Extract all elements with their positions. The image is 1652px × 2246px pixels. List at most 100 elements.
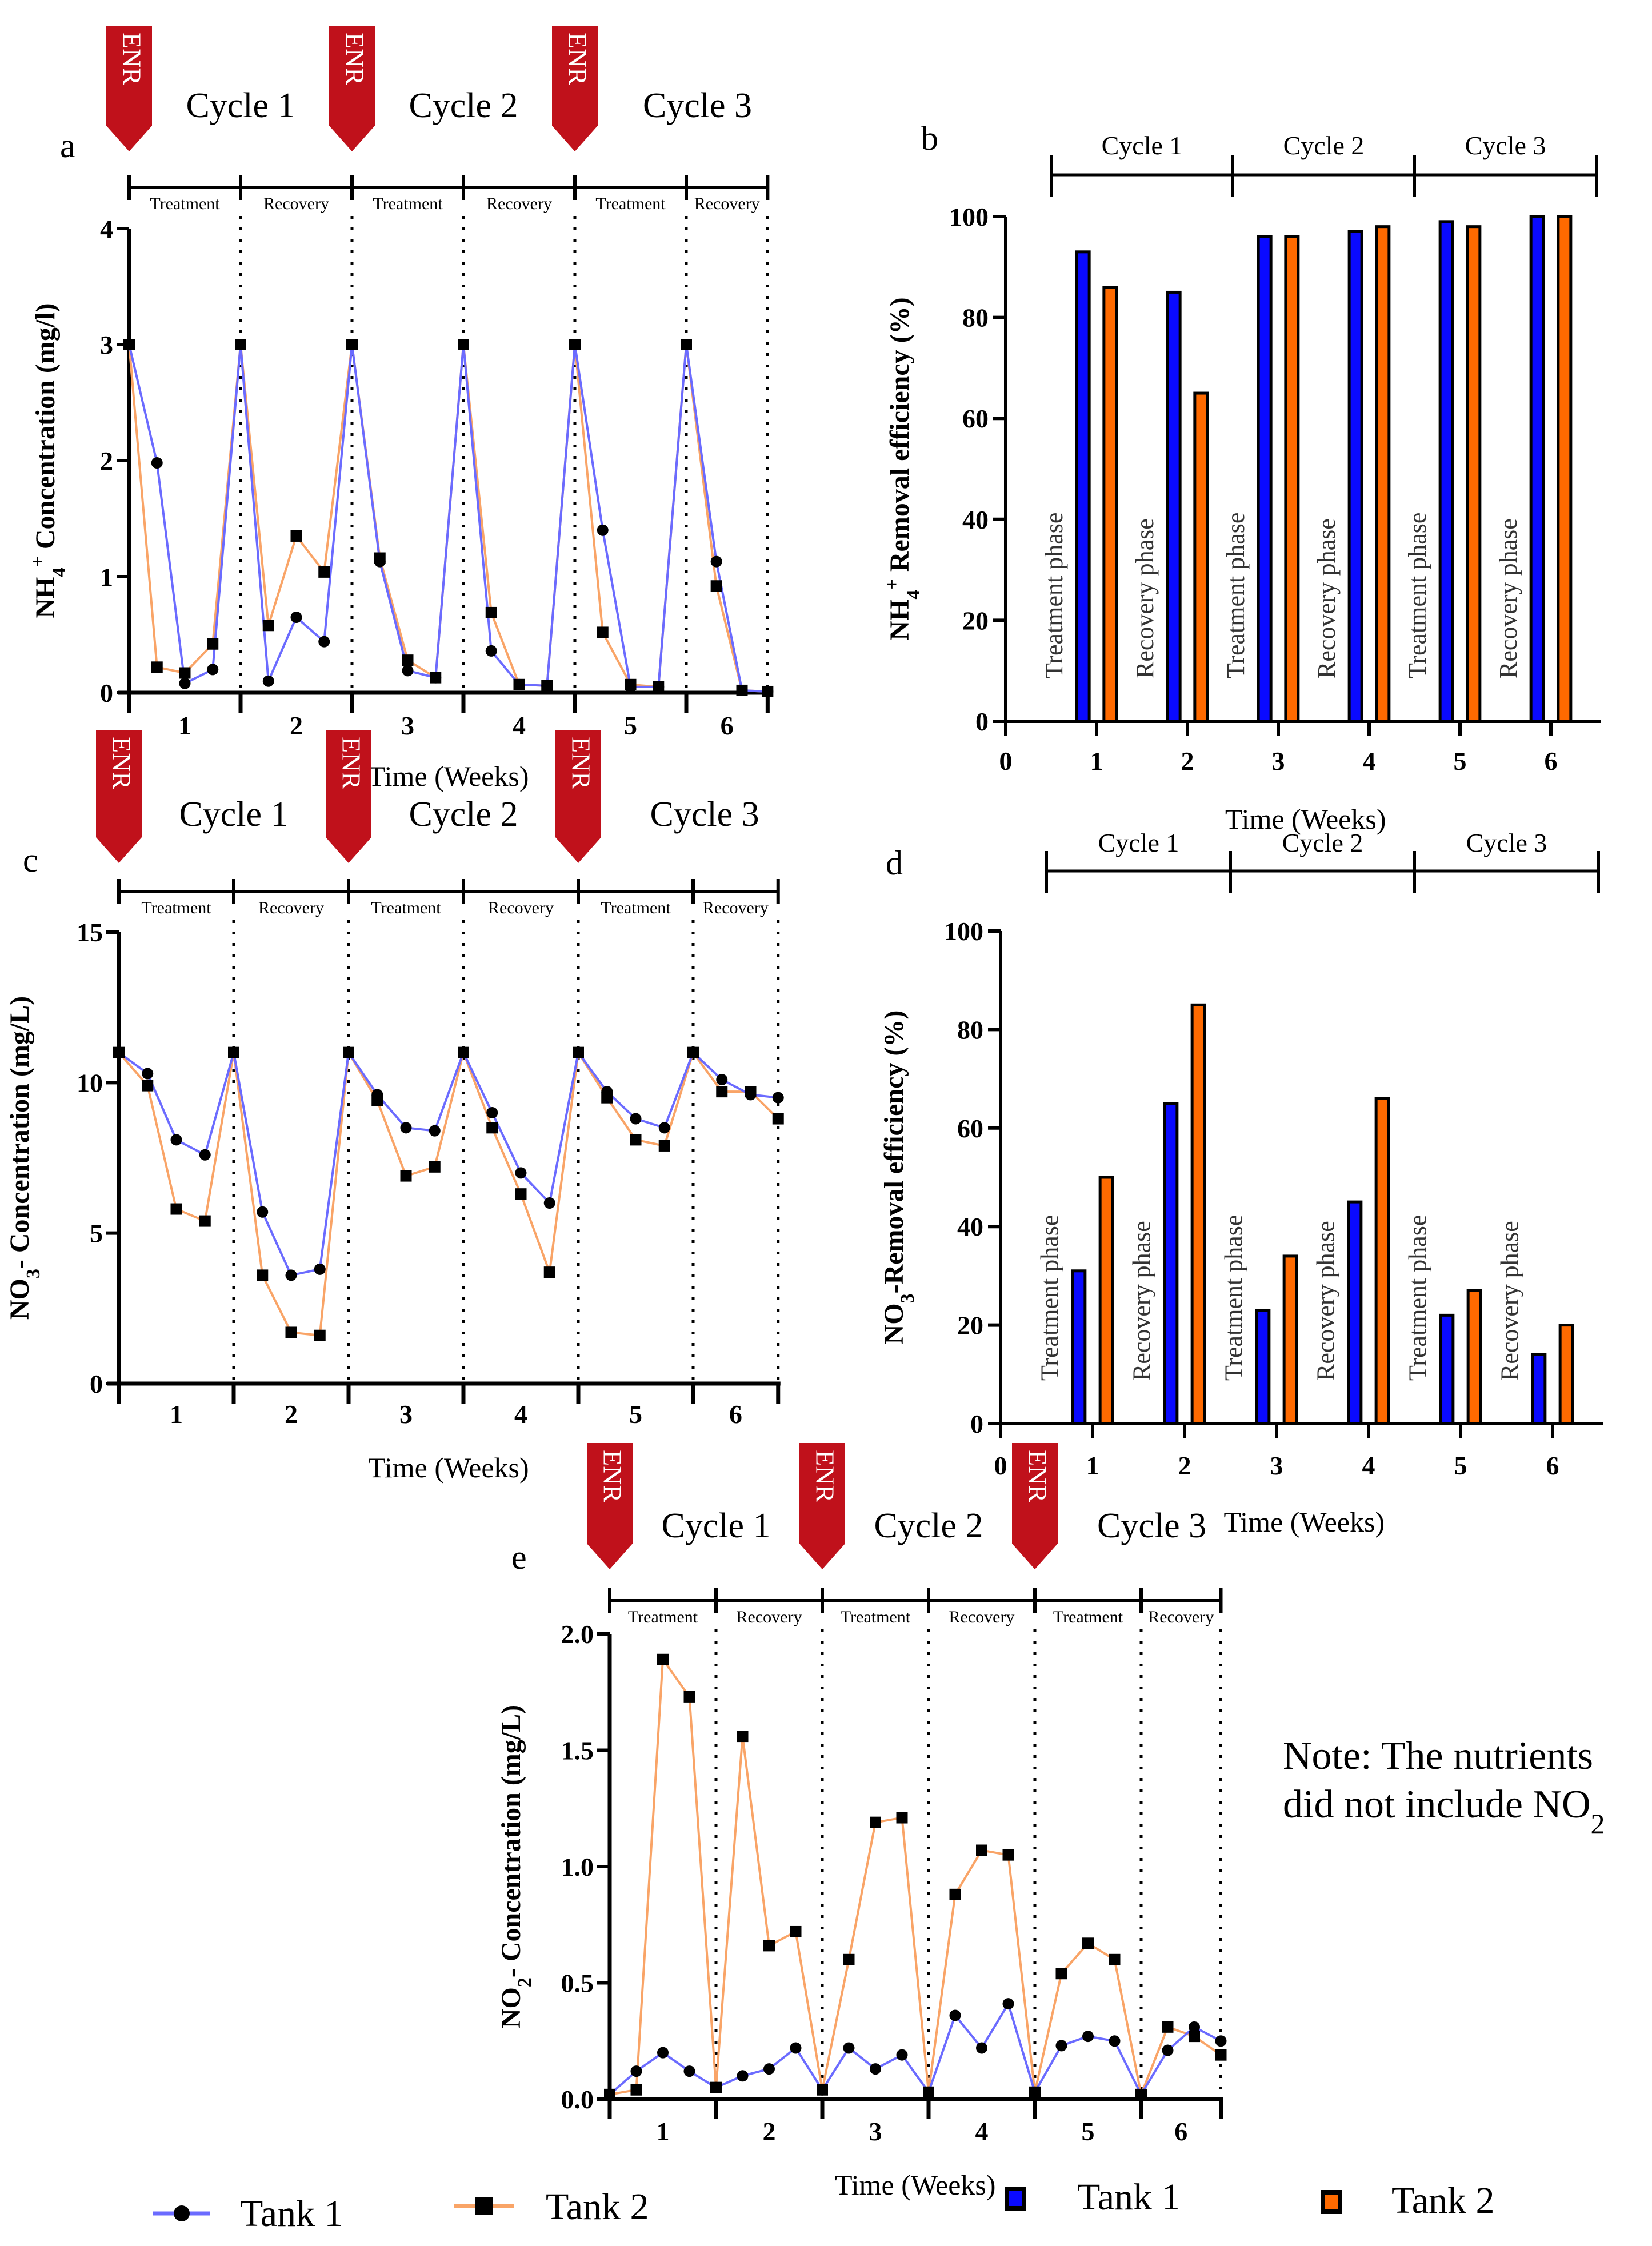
data-point-tank2: [1109, 1953, 1121, 1965]
data-point-tank1: [870, 2063, 881, 2075]
y-axis-title-part: Removal efficiency (%): [885, 297, 915, 578]
y-tick-label: 0: [90, 1369, 103, 1398]
data-point-tank2: [658, 1140, 670, 1152]
cycle-label: Cycle 2: [409, 795, 518, 834]
x-tick-label: 5: [1082, 2117, 1095, 2146]
data-point-tank2: [113, 1046, 125, 1058]
enr-badge: ENR: [555, 730, 601, 863]
bar-tank2: [1466, 225, 1482, 723]
enr-arrow-icon: [106, 26, 152, 151]
data-point-tank1: [1002, 1998, 1014, 2010]
data-point-tank1: [400, 1122, 412, 1134]
enr-badge: ENR: [552, 26, 598, 151]
data-point-tank2: [400, 1170, 412, 1182]
y-axis-title-part: - Concentration (mg/L): [5, 996, 35, 1269]
bar-tank1: [1075, 250, 1091, 723]
legend-blue-swatch-icon: [1005, 2187, 1026, 2211]
y-axis-title-part: 2: [514, 1977, 535, 1987]
data-point-tank2: [601, 1092, 613, 1104]
data-point-tank2: [285, 1326, 297, 1338]
legend-item-line-tank1: Tank 1: [153, 2193, 343, 2235]
y-tick-label: 1.0: [561, 1852, 594, 1881]
data-point-tank2: [710, 2081, 722, 2093]
phase-label: Treatment: [1053, 1608, 1123, 1626]
data-point-tank1: [402, 665, 414, 677]
cycle-label: Cycle 2: [1282, 828, 1363, 857]
data-point-tank2: [290, 530, 302, 542]
data-point-tank1: [716, 1074, 728, 1086]
bar-tank1: [1347, 230, 1363, 723]
x-tick-label: 5: [629, 1400, 642, 1429]
y-tick-label: 0.5: [561, 1969, 594, 1998]
data-point-tank2: [710, 580, 722, 592]
enr-badge: ENR: [96, 730, 142, 863]
y-axis-title-part: -Removal efficiency (%): [879, 1010, 909, 1294]
y-tick-label: 60: [957, 1114, 983, 1143]
data-point-tank2: [681, 339, 692, 350]
data-point-tank2: [262, 620, 274, 632]
data-point-tank2: [976, 1844, 987, 1856]
data-point-tank1: [486, 1107, 498, 1118]
bar-tank2: [1282, 1254, 1298, 1425]
phase-label: Recovery phase: [1494, 518, 1522, 678]
data-point-tank1: [290, 612, 302, 624]
data-point-tank2: [736, 684, 748, 696]
data-point-tank2: [1162, 2021, 1174, 2033]
data-point-tank2: [870, 1816, 881, 1828]
x-axis-title: Time (Weeks): [1225, 803, 1386, 835]
cycle-label: Cycle 3: [650, 795, 759, 834]
y-tick-label: 15: [77, 918, 103, 947]
phase-label: Recovery: [488, 898, 554, 917]
phase-label: Treatment phase: [1040, 513, 1068, 678]
data-point-tank2: [569, 339, 581, 350]
data-point-tank1: [630, 2065, 642, 2077]
data-point-tank2: [630, 1134, 642, 1146]
phase-label: Treatment: [373, 194, 443, 213]
data-point-tank1: [543, 1197, 555, 1209]
cycle-label: Cycle 3: [1465, 131, 1546, 160]
legend-label: Tank 1: [240, 2193, 343, 2235]
x-tick-label: 1: [657, 2117, 670, 2146]
y-tick-label: 60: [962, 404, 989, 433]
enr-badge: ENR: [799, 1443, 845, 1569]
series-line-tank2: [609, 1656, 1222, 2099]
phase-label: Treatment: [841, 1608, 911, 1626]
data-point-tank2: [653, 681, 665, 693]
x-axis-title: Time (Weeks): [368, 760, 529, 792]
y-tick-label: 3: [100, 330, 113, 359]
y-tick-label: 40: [962, 505, 989, 534]
data-point-tank2: [485, 606, 497, 618]
bar-tank1: [1531, 1353, 1547, 1425]
y-axis-title-part: 4: [903, 590, 924, 600]
data-point-tank2: [543, 1266, 555, 1278]
x-tick-label: 6: [1174, 2117, 1187, 2146]
bar-tank2: [1466, 1289, 1482, 1425]
phase-label: Recovery: [703, 898, 769, 917]
data-point-tank1: [763, 2063, 775, 2075]
phase-label: Treatment phase: [1219, 1215, 1247, 1381]
data-point-tank2: [343, 1046, 354, 1058]
legend-label: Tank 2: [546, 2186, 649, 2228]
data-point-tank1: [1082, 2031, 1094, 2043]
phase-label: Treatment: [628, 1608, 698, 1626]
legend-label: Tank 2: [1391, 2180, 1495, 2221]
x-tick-label: 1: [178, 711, 191, 740]
x-tick-label: 6: [1546, 1451, 1559, 1480]
data-point-tank1: [515, 1167, 527, 1179]
data-point-tank1: [949, 2009, 961, 2021]
data-point-tank2: [374, 552, 386, 564]
x-tick-label: 4: [514, 1400, 527, 1429]
legend-orange-swatch-icon: [1321, 2190, 1342, 2214]
x-tick-label: 6: [1545, 746, 1558, 776]
phase-label: Treatment phase: [1403, 513, 1431, 678]
enr-arrow-icon: [799, 1443, 845, 1569]
y-axis-title-part: NO: [879, 1303, 909, 1344]
data-point-tank2: [683, 1691, 695, 1703]
data-point-tank2: [142, 1080, 154, 1092]
enr-label: ENR: [598, 1450, 627, 1502]
data-point-tank2: [1215, 2049, 1227, 2061]
data-point-tank1: [772, 1092, 784, 1104]
series-line-tank1: [118, 1049, 778, 1277]
phase-label: Recovery phase: [1311, 1221, 1339, 1381]
